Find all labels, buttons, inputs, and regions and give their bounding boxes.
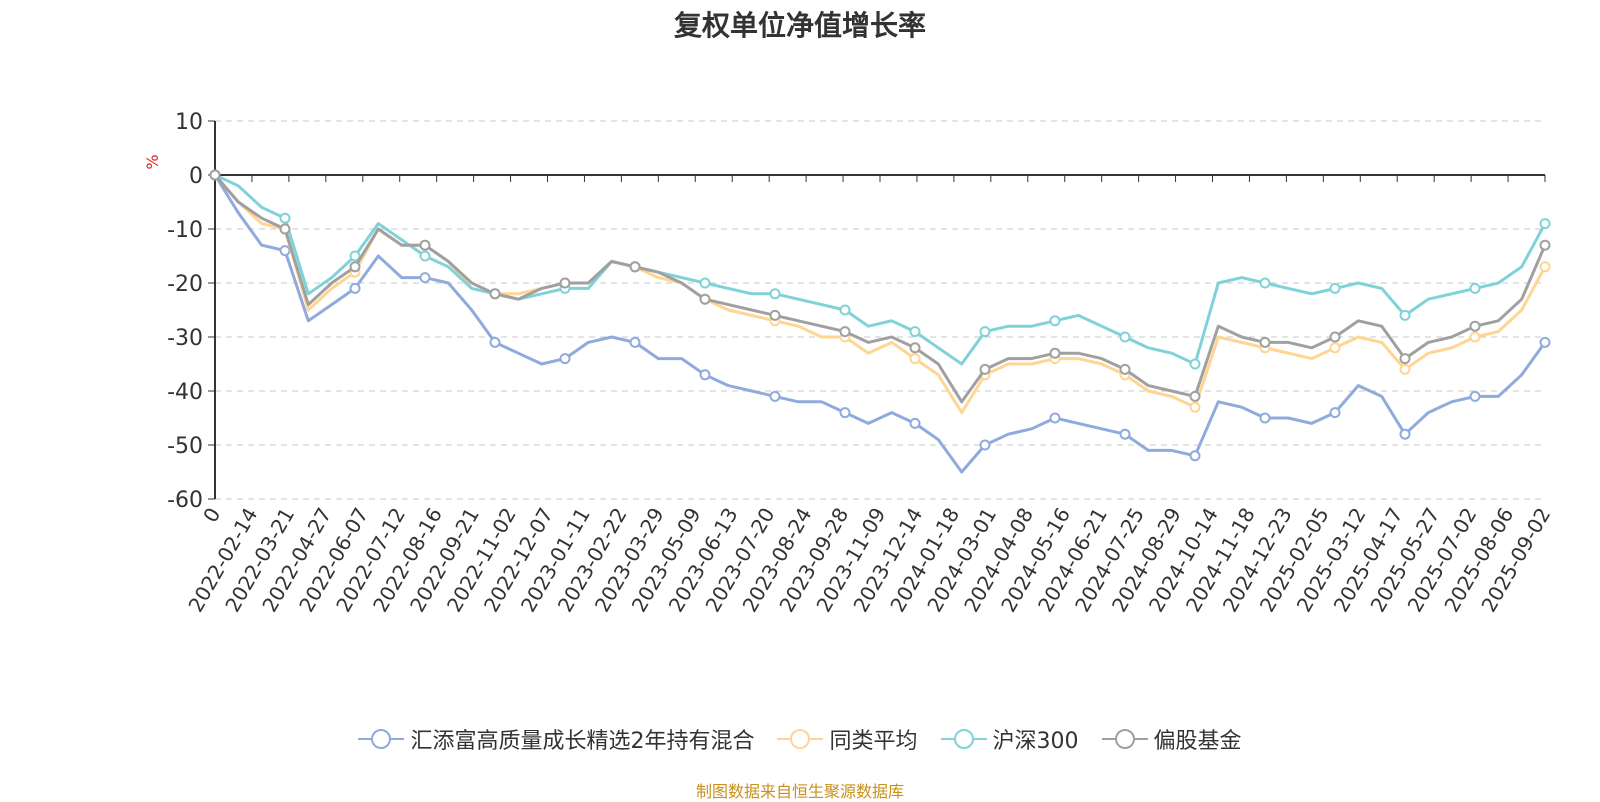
y-tick-label: -30	[167, 326, 203, 351]
series-point	[279, 245, 291, 257]
series-point	[839, 326, 851, 338]
series-point	[1189, 358, 1201, 370]
legend-label: 同类平均	[829, 729, 918, 754]
series-point	[559, 353, 571, 365]
legend-item-peer-average[interactable]: 同类平均	[777, 723, 918, 755]
series-point	[699, 293, 711, 305]
legend-label: 汇添富高质量成长精选2年持有混合	[410, 729, 755, 754]
series-point	[1539, 218, 1551, 230]
series-point	[1469, 320, 1481, 332]
series-line	[213, 174, 1547, 474]
series-point	[349, 250, 361, 262]
series-point	[1399, 353, 1411, 365]
series-point	[909, 353, 921, 365]
series-point	[1119, 331, 1131, 343]
series-point	[1539, 261, 1551, 273]
series-point	[1399, 363, 1411, 375]
series-point	[1329, 282, 1341, 294]
series-point	[349, 261, 361, 273]
legend-marker-icon	[358, 729, 405, 749]
legend-item-equity-fund[interactable]: 偏股基金	[1101, 723, 1242, 755]
source-note: 制图数据来自恒生聚源数据库	[695, 782, 904, 801]
series-point	[419, 272, 431, 284]
legend: 汇添富高质量成长精选2年持有混合 同类平均 沪深300 偏股基金	[0, 723, 1600, 756]
series-point	[1329, 342, 1341, 354]
y-tick-label: 0	[189, 164, 203, 189]
series-point	[699, 277, 711, 289]
series-point	[979, 363, 991, 375]
series-point	[489, 336, 501, 348]
series-point	[1399, 309, 1411, 321]
series-point	[909, 326, 921, 338]
series-point	[629, 336, 641, 348]
series-point	[769, 288, 781, 300]
series-point	[769, 309, 781, 321]
series-point	[279, 223, 291, 235]
y-tick-label: -60	[167, 488, 203, 513]
legend-marker-icon	[1101, 729, 1148, 749]
series-point	[909, 342, 921, 354]
series-point	[839, 304, 851, 316]
legend-marker-icon	[777, 729, 824, 749]
series-line	[213, 174, 1547, 404]
series-point	[979, 326, 991, 338]
series-point	[699, 369, 711, 381]
y-tick-label: -40	[167, 380, 203, 405]
legend-item-csi300[interactable]: 沪深300	[940, 723, 1079, 755]
axis-labels: 100-10-20-30-40-50-60%02022-02-142022-03…	[143, 110, 1555, 616]
y-tick-label: -20	[167, 272, 203, 297]
series-point	[419, 250, 431, 262]
series-point	[1539, 239, 1551, 251]
axes	[208, 120, 1546, 500]
series-point	[349, 282, 361, 294]
series-point	[1259, 336, 1271, 348]
series-point	[419, 239, 431, 251]
legend-label: 沪深300	[992, 729, 1079, 754]
series-line	[213, 174, 1547, 415]
series-point	[979, 439, 991, 451]
series-lines	[209, 169, 1551, 474]
series-point	[769, 390, 781, 402]
y-tick-label: -50	[167, 434, 203, 459]
legend-label: 偏股基金	[1153, 729, 1242, 754]
series-point	[1189, 450, 1201, 462]
series-point	[1539, 336, 1551, 348]
series-point	[629, 261, 641, 273]
chart-title: 复权单位净值增长率	[673, 9, 926, 42]
legend-marker-icon	[940, 729, 987, 749]
series-point	[1399, 428, 1411, 440]
y-axis-unit: %	[143, 154, 162, 169]
series-point	[1119, 428, 1131, 440]
series-point	[1329, 331, 1341, 343]
series-point	[1189, 390, 1201, 402]
series-point	[559, 277, 571, 289]
series-point	[489, 288, 501, 300]
y-tick-label: 10	[175, 110, 203, 135]
series-point	[1259, 412, 1271, 424]
series-point	[1049, 412, 1061, 424]
series-point	[1469, 331, 1481, 343]
series-point	[909, 417, 921, 429]
x-tick-label: 0	[198, 504, 225, 527]
series-point	[1049, 347, 1061, 359]
series-point	[279, 212, 291, 224]
series-point	[1189, 401, 1201, 413]
series-point	[1119, 363, 1131, 375]
series-point	[1469, 282, 1481, 294]
series-point	[1329, 407, 1341, 419]
gridlines	[215, 120, 1545, 500]
series-point	[209, 169, 221, 181]
series-point	[839, 407, 851, 419]
series-line	[214, 173, 1547, 366]
series-point	[1259, 277, 1271, 289]
legend-item-fund[interactable]: 汇添富高质量成长精选2年持有混合	[358, 723, 754, 755]
series-point	[1049, 315, 1061, 327]
series-point	[1469, 390, 1481, 402]
y-tick-label: -10	[167, 218, 203, 243]
